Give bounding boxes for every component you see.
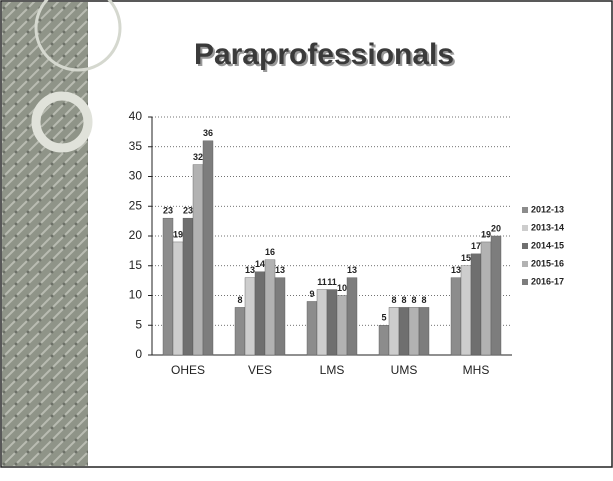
decor-strip [2,2,88,466]
data-label: 8 [411,295,416,305]
data-label: 19 [173,229,183,239]
legend-swatch [522,243,528,249]
bar [460,265,472,356]
data-label: 8 [237,295,242,305]
data-label: 23 [183,206,193,216]
x-tick-label: LMS [320,363,345,377]
data-label: 15 [461,253,471,263]
data-label: 14 [255,259,265,269]
bar [398,307,410,356]
y-tick-label: 40 [129,109,143,123]
data-label: 13 [347,265,357,275]
data-label: 16 [265,247,275,257]
data-label: 13 [451,265,461,275]
y-tick-label: 20 [129,228,143,242]
y-tick-label: 10 [129,288,143,302]
legend-swatch [522,279,528,285]
data-label: 13 [245,265,255,275]
y-tick-label: 30 [129,169,143,183]
bar [326,289,338,356]
bar [264,259,276,356]
x-tick-label: VES [248,363,272,377]
legend-label: 2012-13 [531,204,564,214]
bar [254,271,266,356]
bar [490,235,502,356]
bar [388,307,400,356]
bar [470,253,482,356]
bar [202,140,214,356]
data-label: 17 [471,241,481,251]
bar [346,277,358,356]
y-tick-label: 35 [129,139,143,153]
legend-swatch [522,207,528,213]
bar [450,277,462,356]
legend-label: 2014-15 [531,240,564,250]
bar [244,277,256,356]
data-label: 19 [481,229,491,239]
bar [408,307,420,356]
bar [274,277,286,356]
bar [336,295,348,356]
x-tick-label: OHES [171,363,205,377]
legend-swatch [522,225,528,231]
y-tick-label: 0 [135,347,142,361]
bar [480,241,492,356]
data-label: 5 [381,313,386,323]
legend-label: 2013-14 [531,222,564,232]
bar [234,307,246,356]
legend-swatch [522,261,528,267]
data-label: 32 [193,152,203,162]
data-label: 10 [337,283,347,293]
bar [182,217,194,356]
data-label: 8 [391,295,396,305]
data-label: 11 [317,277,327,287]
chart-title: Paraprofessionals [194,38,454,71]
decor-ring [34,0,122,72]
legend-label: 2016-17 [531,276,564,286]
bar [378,325,390,356]
bar [306,301,318,356]
bar [162,217,174,356]
data-label: 23 [163,206,173,216]
data-label: 9 [309,289,314,299]
y-tick-label: 5 [135,317,142,331]
legend-label: 2015-16 [531,258,564,268]
chart-title-shadow: Paraprofessionals [196,40,456,73]
data-label: 8 [421,295,426,305]
bar [172,241,184,356]
data-label: 8 [401,295,406,305]
bar [316,289,328,356]
x-tick-label: UMS [391,363,418,377]
y-tick-label: 15 [129,258,143,272]
y-tick-label: 25 [129,198,143,212]
data-label: 13 [275,265,285,275]
data-label: 11 [327,277,337,287]
data-label: 36 [203,128,213,138]
data-label: 20 [491,223,501,233]
x-tick-label: MHS [463,363,490,377]
bar [192,164,204,356]
decor-ring [31,91,93,153]
bar [418,307,430,356]
slide-frame [0,0,613,468]
